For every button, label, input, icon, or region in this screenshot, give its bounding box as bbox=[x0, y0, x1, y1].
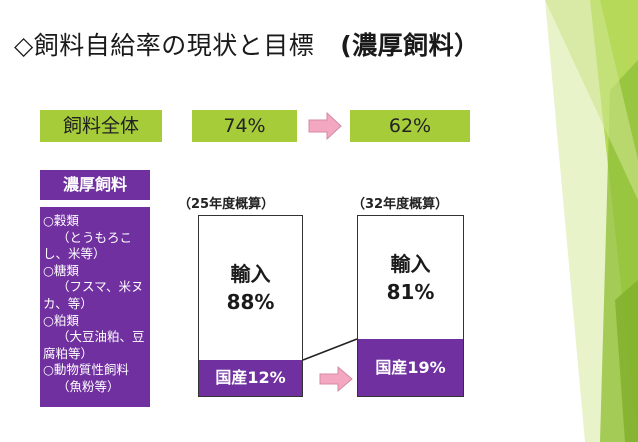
column-current: 輸入 88% 国産12% bbox=[198, 215, 303, 397]
import-series-name: 輸入 bbox=[230, 262, 271, 286]
list-item: カ、等） bbox=[43, 295, 93, 311]
import-bar-current: 輸入 88% bbox=[199, 216, 302, 360]
list-item: （とうもろこ bbox=[57, 229, 133, 245]
import-value: 88% bbox=[226, 290, 275, 314]
arrow-right-icon bbox=[308, 112, 342, 140]
list-item: 腐粕等） bbox=[43, 345, 94, 361]
year-label-target: （32年度概算） bbox=[352, 197, 449, 212]
list-item: （フスマ、米ヌ bbox=[57, 279, 144, 295]
list-item: （魚粉等） bbox=[57, 378, 120, 394]
concentrate-label: 濃厚飼料 bbox=[40, 170, 150, 200]
overall-target-value: 62% bbox=[350, 110, 470, 142]
overall-label: 飼料全体 bbox=[40, 110, 162, 142]
import-bar-target: 輸入 81% bbox=[358, 216, 463, 339]
list-item: ○糖類 bbox=[43, 262, 79, 278]
title-main: ◇飼料自給率の現状と目標 bbox=[14, 31, 315, 60]
overall-current-value: 74% bbox=[192, 110, 297, 142]
title-suffix: (濃厚飼料） bbox=[340, 31, 480, 60]
arrow-right-icon bbox=[319, 366, 353, 392]
domestic-bar-current: 国産12% bbox=[199, 360, 302, 396]
list-item: ○穀類 bbox=[43, 213, 79, 228]
import-series-name: 輸入 bbox=[390, 252, 431, 276]
page-title: ◇飼料自給率の現状と目標 (濃厚飼料） bbox=[14, 26, 480, 62]
concentrate-items-list: ○穀類 （とうもろこ し、米等） ○糖類 （フスマ、米ヌ カ、等） ○粕類 （大… bbox=[40, 207, 150, 407]
list-item: ○粕類 bbox=[43, 312, 79, 328]
year-label-current: （25年度概算） bbox=[178, 197, 275, 212]
list-item: ○動物質性飼料 bbox=[43, 362, 129, 378]
import-label-current: 輸入 88% bbox=[199, 260, 302, 316]
list-item: （大豆油粕、豆 bbox=[57, 329, 145, 345]
domestic-bar-target: 国産19% bbox=[358, 339, 463, 396]
column-target: 輸入 81% 国産19% bbox=[357, 215, 464, 397]
list-item: し、米等） bbox=[43, 246, 106, 262]
import-label-target: 輸入 81% bbox=[358, 250, 463, 306]
import-value: 81% bbox=[386, 280, 435, 304]
